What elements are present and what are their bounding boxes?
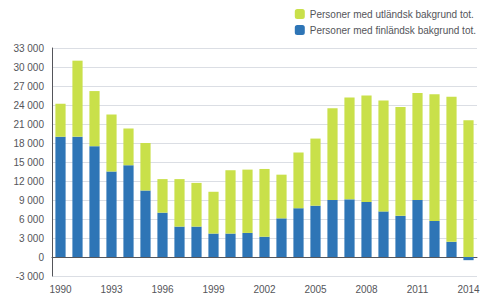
- svg-text:1990: 1990: [49, 284, 72, 295]
- svg-text:2011: 2011: [407, 284, 429, 295]
- svg-text:12 000: 12 000: [13, 176, 44, 187]
- svg-text:2008: 2008: [355, 284, 378, 295]
- svg-text:Personer med utländsk bakgrund: Personer med utländsk bakgrund tot.: [310, 9, 474, 20]
- svg-text:30 000: 30 000: [13, 62, 44, 73]
- svg-text:27 000: 27 000: [13, 81, 44, 92]
- svg-text:15 000: 15 000: [13, 157, 44, 168]
- svg-text:18 000: 18 000: [13, 138, 44, 149]
- svg-text:33 000: 33 000: [13, 43, 44, 54]
- svg-text:2005: 2005: [304, 284, 327, 295]
- svg-text:9 000: 9 000: [19, 195, 44, 206]
- svg-text:21 000: 21 000: [13, 119, 44, 130]
- svg-text:2002: 2002: [253, 284, 276, 295]
- svg-text:-3 000: -3 000: [16, 271, 45, 282]
- svg-text:1993: 1993: [100, 284, 123, 295]
- svg-text:1996: 1996: [151, 284, 174, 295]
- svg-text:3 000: 3 000: [19, 233, 44, 244]
- svg-text:1999: 1999: [202, 284, 225, 295]
- svg-text:24 000: 24 000: [13, 100, 44, 111]
- svg-text:6 000: 6 000: [19, 214, 44, 225]
- svg-text:Personer med finländsk bakgrun: Personer med finländsk bakgrund tot.: [310, 25, 476, 36]
- svg-text:2014: 2014: [457, 284, 480, 295]
- svg-text:0: 0: [38, 252, 44, 263]
